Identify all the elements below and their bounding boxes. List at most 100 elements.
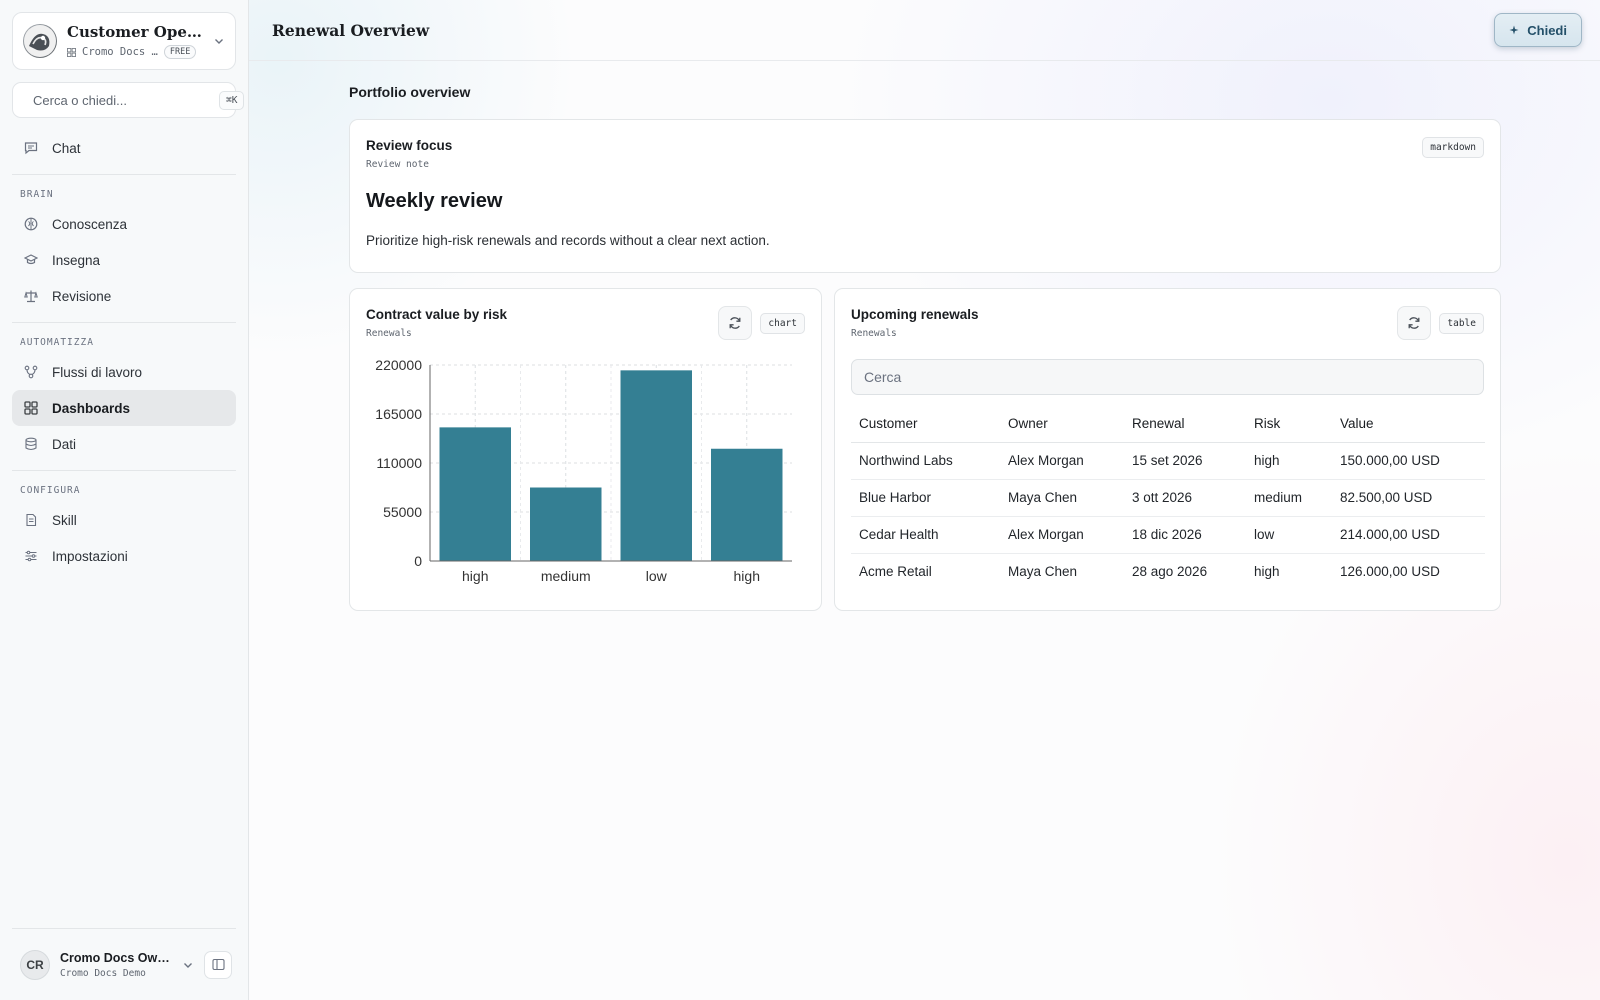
chevron-down-icon xyxy=(215,39,223,44)
ask-button[interactable]: Chiedi xyxy=(1494,13,1582,47)
cell-renewal: 15 set 2026 xyxy=(1124,442,1246,480)
cell-value: 126.000,00 USD xyxy=(1340,564,1440,580)
sidebar-item-dati[interactable]: Dati xyxy=(12,426,236,462)
sidebar-item-chat[interactable]: Chat xyxy=(12,130,236,166)
section-label-brain: BRAIN xyxy=(20,189,54,200)
toggle-sidebar-button[interactable] xyxy=(204,950,232,979)
sidebar-item-flussi-di-lavoro[interactable]: Flussi di lavoro xyxy=(12,354,236,390)
sparkle-icon xyxy=(1509,25,1519,35)
chart-bars xyxy=(439,370,783,561)
workspace-switcher[interactable]: Customer Operati... Cromo Docs … FREE xyxy=(12,12,236,70)
cell-risk: high xyxy=(1254,564,1280,580)
card-subtitle: Renewals xyxy=(366,328,412,339)
scale-icon xyxy=(24,289,38,303)
avatar[interactable]: CR xyxy=(20,949,50,980)
contract-value-chart-card: Contract value by risk Renewals chart xyxy=(349,288,822,611)
bar xyxy=(711,448,783,561)
table-search[interactable] xyxy=(851,359,1484,395)
cell-risk: medium xyxy=(1246,479,1332,517)
column-header-customer[interactable]: Customer xyxy=(851,405,1000,443)
sidebar-item-label: Impostazioni xyxy=(52,548,128,564)
card-title: Upcoming renewals xyxy=(851,307,979,322)
dashboard-content: Portfolio overview Review focus Review n… xyxy=(349,84,1501,611)
cell-owner: Alex Morgan xyxy=(1000,442,1124,480)
x-tick-label: high xyxy=(734,568,760,584)
ask-button-label: Chiedi xyxy=(1527,22,1567,38)
sidebar-nav: Chat BRAIN Conoscenza Insegna Re xyxy=(12,130,236,574)
column-header-value[interactable]: Value xyxy=(1332,405,1485,443)
column-header-risk[interactable]: Risk xyxy=(1246,405,1332,443)
cell-risk: low xyxy=(1246,516,1332,554)
database-icon xyxy=(24,437,38,451)
refresh-icon xyxy=(1408,317,1420,329)
brain-icon xyxy=(24,217,38,231)
refresh-button[interactable] xyxy=(718,306,753,340)
cell-customer: Blue Harbor xyxy=(851,479,1000,517)
sidebar-item-label: Conoscenza xyxy=(52,216,128,232)
sidebar-item-label: Chat xyxy=(52,140,81,156)
page-title: Renewal Overview xyxy=(272,20,430,40)
plan-badge: FREE xyxy=(163,45,197,59)
upcoming-renewals-card: Upcoming renewals Renewals table xyxy=(834,288,1501,611)
sidebar-item-label: Insegna xyxy=(52,252,101,268)
cell-risk: high xyxy=(1246,442,1332,480)
renewals-table: Customer Owner Renewal Risk Value Northw… xyxy=(851,405,1485,590)
workspace-org: Cromo Docs … xyxy=(82,46,158,58)
cell-owner: Maya Chen xyxy=(1008,564,1078,580)
cell-value: 82.500,00 USD xyxy=(1332,479,1485,517)
sidebar-item-dashboards[interactable]: Dashboards xyxy=(12,390,236,426)
bar xyxy=(439,427,511,561)
chat-icon xyxy=(24,141,38,155)
bar-chart: 0 55000 110000 165000 220000 high medium low hig… xyxy=(375,359,792,584)
y-tick-label: 0 xyxy=(414,553,422,569)
table-row[interactable]: Acme Retail Maya Chen 28 ago 2026 high 1… xyxy=(851,553,1485,590)
table-row[interactable]: Northwind Labs Alex Morgan 15 set 2026 h… xyxy=(851,442,1485,480)
markdown-body: Prioritize high-risk renewals and record… xyxy=(366,233,770,248)
graduation-cap-icon xyxy=(24,253,38,267)
workflow-icon xyxy=(24,365,38,379)
y-tick-label: 110000 xyxy=(376,455,422,471)
search-input[interactable] xyxy=(33,92,209,108)
skill-icon xyxy=(24,513,38,527)
y-tick-label: 55000 xyxy=(383,504,422,520)
sidebar-item-impostazioni[interactable]: Impostazioni xyxy=(12,538,236,574)
sidebar-item-label: Dati xyxy=(52,436,77,452)
user-menu[interactable]: Cromo Docs Own... Cromo Docs Demo xyxy=(60,951,172,979)
review-focus-card: Review focus Review note markdown Weekly… xyxy=(349,119,1501,273)
card-type-tag: chart xyxy=(760,312,805,334)
workspace-title: Customer Operati... xyxy=(67,23,203,41)
search-shortcut: ⌘K xyxy=(219,90,245,110)
bar xyxy=(530,487,602,561)
sidebar-item-insegna[interactable]: Insegna xyxy=(12,242,236,278)
cell-renewal: 18 dic 2026 xyxy=(1124,516,1246,554)
table-row[interactable]: Cedar Health Alex Morgan 18 dic 2026 low… xyxy=(851,516,1485,554)
column-header-owner[interactable]: Owner xyxy=(1000,405,1124,443)
cell-value: 150.000,00 USD xyxy=(1332,442,1485,480)
markdown-heading: Weekly review xyxy=(366,190,503,212)
refresh-button[interactable] xyxy=(1397,306,1432,340)
user-footer: CR Cromo Docs Own... Cromo Docs Demo xyxy=(12,928,236,1000)
cell-owner: Maya Chen xyxy=(1000,479,1124,517)
sidebar-panel-icon xyxy=(211,958,225,971)
card-subtitle: Review note xyxy=(366,159,429,170)
sidebar-search[interactable]: ⌘K xyxy=(12,82,245,118)
workspace-logo xyxy=(23,24,57,58)
x-tick-label: medium xyxy=(541,568,591,584)
cell-customer: Cedar Health xyxy=(851,516,1000,554)
sidebar-item-skill[interactable]: Skill xyxy=(12,502,236,538)
column-header-renewal[interactable]: Renewal xyxy=(1124,405,1246,443)
table-row[interactable]: Blue Harbor Maya Chen 3 ott 2026 medium … xyxy=(851,479,1485,517)
sidebar-item-label: Skill xyxy=(52,512,77,528)
user-org: Cromo Docs Demo xyxy=(60,967,146,979)
cell-value: 214.000,00 USD xyxy=(1332,516,1485,554)
sidebar-item-revisione[interactable]: Revisione xyxy=(12,278,236,314)
sidebar-item-conoscenza[interactable]: Conoscenza xyxy=(12,206,236,242)
section-label-automatizza: AUTOMATIZZA xyxy=(20,337,94,348)
chart-labels: 0 55000 110000 165000 220000 high medium low hig… xyxy=(375,359,760,584)
card-type-tag: table xyxy=(1439,312,1484,334)
x-tick-label: high xyxy=(462,568,488,584)
divider xyxy=(12,174,236,175)
table-search-input[interactable] xyxy=(864,369,1471,385)
chevron-down-icon[interactable] xyxy=(182,959,194,971)
